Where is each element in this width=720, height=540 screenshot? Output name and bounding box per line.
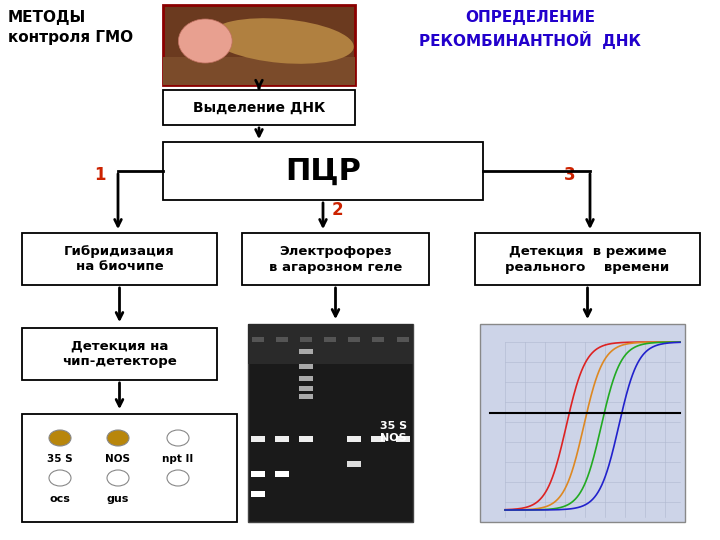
Ellipse shape (49, 470, 71, 486)
Ellipse shape (107, 470, 129, 486)
FancyBboxPatch shape (324, 337, 336, 342)
FancyBboxPatch shape (372, 337, 384, 342)
FancyBboxPatch shape (300, 337, 312, 342)
Ellipse shape (167, 430, 189, 446)
Text: npt II: npt II (163, 454, 194, 464)
FancyBboxPatch shape (248, 324, 413, 363)
FancyBboxPatch shape (163, 5, 355, 85)
FancyBboxPatch shape (163, 142, 483, 200)
Text: 2: 2 (331, 201, 343, 219)
FancyBboxPatch shape (22, 328, 217, 380)
FancyBboxPatch shape (299, 376, 313, 381)
FancyBboxPatch shape (251, 436, 265, 442)
FancyBboxPatch shape (163, 90, 355, 125)
Ellipse shape (167, 470, 189, 486)
Text: Детекция  в режиме
реального    времени: Детекция в режиме реального времени (505, 245, 670, 273)
FancyBboxPatch shape (299, 436, 313, 442)
FancyBboxPatch shape (371, 436, 385, 442)
FancyBboxPatch shape (22, 414, 237, 522)
Text: МЕТОДЫ
контроля ГМО: МЕТОДЫ контроля ГМО (8, 10, 133, 45)
Text: ПЦР: ПЦР (285, 157, 361, 186)
Text: 35 S: 35 S (48, 454, 73, 464)
FancyBboxPatch shape (276, 337, 288, 342)
FancyBboxPatch shape (251, 471, 265, 477)
Ellipse shape (210, 18, 354, 64)
FancyBboxPatch shape (299, 394, 313, 399)
FancyBboxPatch shape (396, 436, 410, 442)
Ellipse shape (49, 430, 71, 446)
FancyBboxPatch shape (275, 436, 289, 442)
FancyBboxPatch shape (163, 57, 355, 85)
FancyBboxPatch shape (252, 337, 264, 342)
Ellipse shape (107, 430, 129, 446)
Text: ocs: ocs (50, 494, 71, 504)
Text: Детекция на
чип-детекторе: Детекция на чип-детекторе (62, 340, 177, 368)
FancyBboxPatch shape (347, 461, 361, 467)
Text: Гибридизация
на биочипе: Гибридизация на биочипе (64, 245, 175, 273)
FancyBboxPatch shape (299, 349, 313, 354)
Ellipse shape (179, 19, 232, 63)
FancyBboxPatch shape (275, 471, 289, 477)
Text: Выделение ДНК: Выделение ДНК (193, 100, 325, 114)
Text: Электрофорез
в агарозном геле: Электрофорез в агарозном геле (269, 245, 402, 273)
Text: 1: 1 (94, 166, 106, 184)
FancyBboxPatch shape (347, 436, 361, 442)
Text: ОПРЕДЕЛЕНИЕ
РЕКОМБИНАНТНОЙ  ДНК: ОПРЕДЕЛЕНИЕ РЕКОМБИНАНТНОЙ ДНК (419, 10, 641, 49)
FancyBboxPatch shape (299, 364, 313, 369)
Text: 3: 3 (564, 166, 576, 184)
Text: gus: gus (107, 494, 129, 504)
FancyBboxPatch shape (251, 491, 265, 497)
FancyBboxPatch shape (480, 324, 685, 522)
FancyBboxPatch shape (348, 337, 360, 342)
Text: 35 S
NOS: 35 S NOS (380, 421, 407, 443)
FancyBboxPatch shape (475, 233, 700, 285)
Text: NOS: NOS (106, 454, 130, 464)
FancyBboxPatch shape (22, 233, 217, 285)
FancyBboxPatch shape (242, 233, 429, 285)
FancyBboxPatch shape (397, 337, 409, 342)
FancyBboxPatch shape (248, 324, 413, 522)
FancyBboxPatch shape (299, 386, 313, 391)
